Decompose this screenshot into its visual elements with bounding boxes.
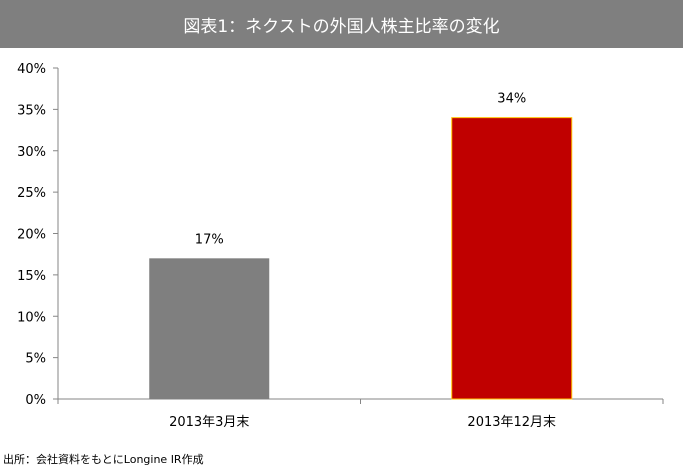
y-tick-label: 30% xyxy=(17,145,46,160)
chart-area: 0% 5% 10% 15% 20% 25% 30% 35% 40% 17% 2013年3月末 34% 2… xyxy=(0,48,683,448)
y-tick-label: 40% xyxy=(17,62,46,77)
chart-title: 図表1：ネクストの外国人株主比率の変化 xyxy=(183,16,500,37)
y-tick-label: 35% xyxy=(17,103,46,118)
y-tick-label: 0% xyxy=(25,393,46,408)
y-tick-label: 5% xyxy=(25,352,46,367)
bar-2 xyxy=(451,117,573,400)
y-tick-label: 15% xyxy=(17,269,46,284)
data-label-2: 34% xyxy=(497,92,526,107)
x-category-label-2: 2013年12月末 xyxy=(467,415,556,430)
bar-1 xyxy=(149,258,270,399)
y-tick-label: 10% xyxy=(17,310,46,325)
source-note: 出所：会社資料をもとにLongine IR作成 xyxy=(3,453,204,466)
x-category-label-1: 2013年3月末 xyxy=(169,415,249,430)
bar-chart: 0% 5% 10% 15% 20% 25% 30% 35% 40% 17% 2013年3月末 34% 2… xyxy=(17,62,664,430)
data-label-1: 17% xyxy=(195,232,224,247)
y-tick-label: 25% xyxy=(17,186,46,201)
y-tick-label: 20% xyxy=(17,228,46,243)
chart-title-bar: 図表1：ネクストの外国人株主比率の変化 xyxy=(0,0,683,48)
